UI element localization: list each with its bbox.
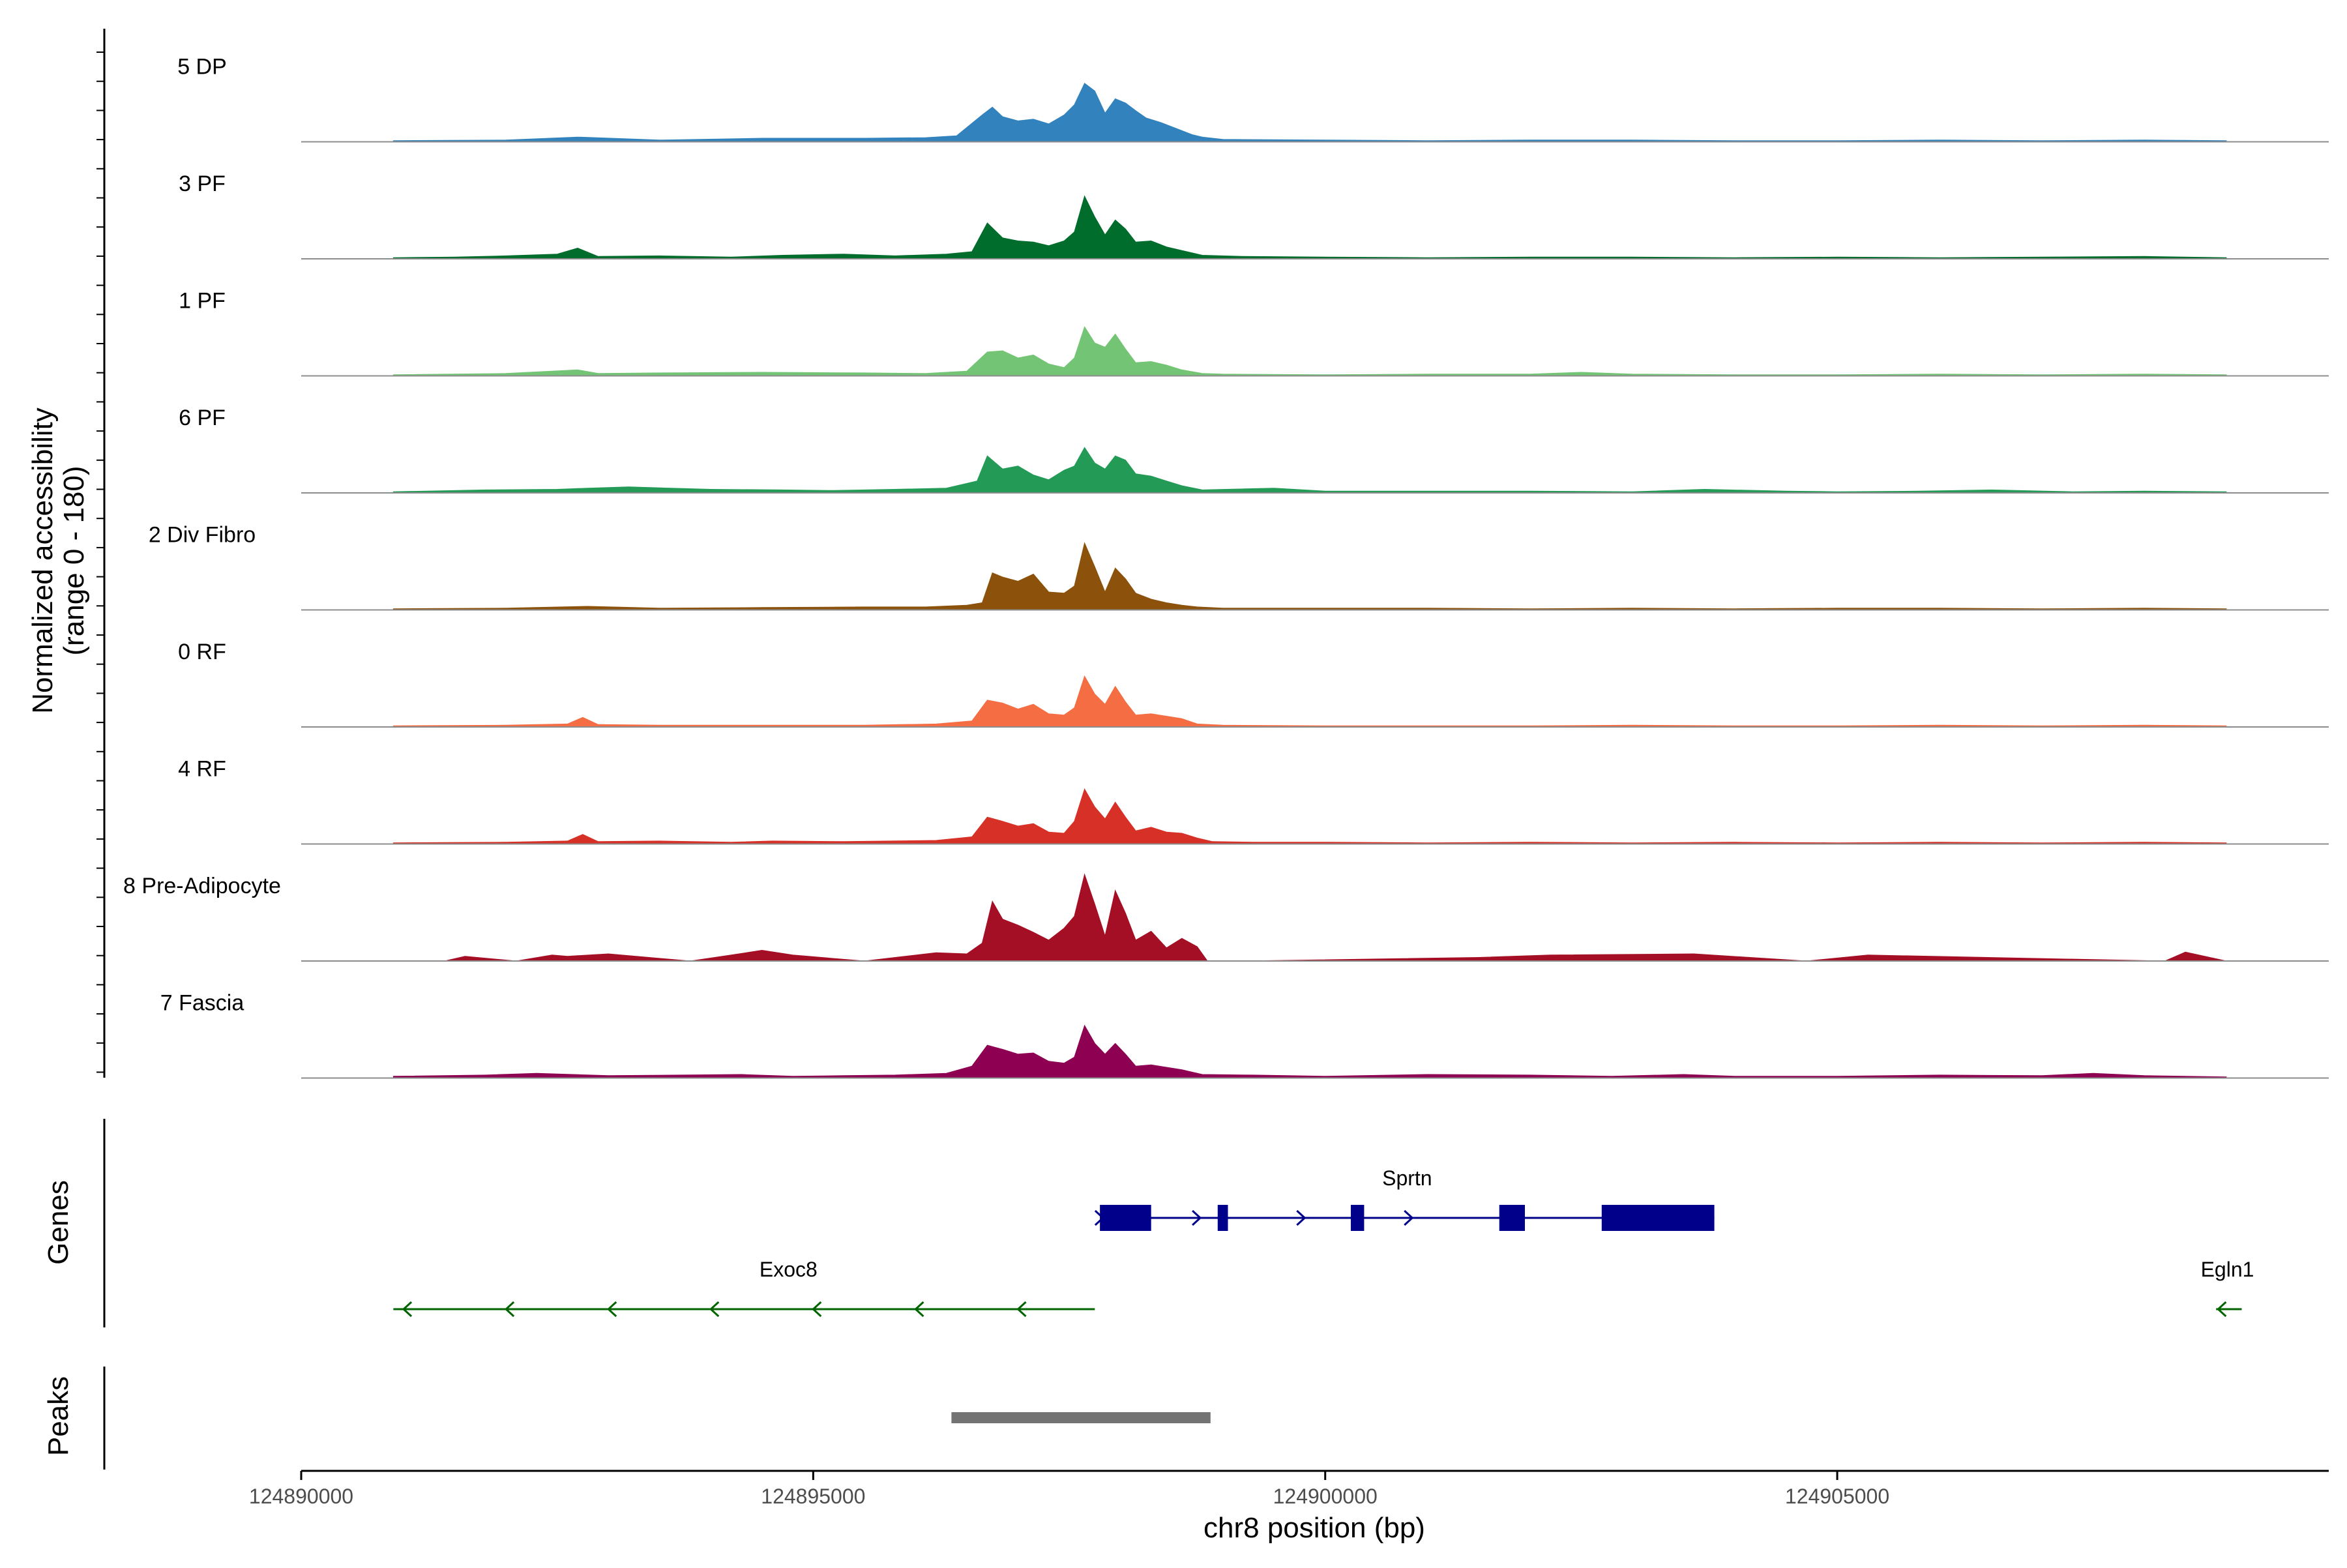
coverage-tracks: 5 DP 3 PF 1 PF 6 PF 2 Div Fibro 0 RF 4 RF 8 Pre… (96, 29, 2329, 1079)
gene-egln1: Egln1 (2201, 1258, 2254, 1318)
track-4-rf: 4 RF (178, 757, 2329, 845)
track-area-5-dp (392, 82, 2227, 142)
gene-label-exoc8: Exoc8 (760, 1258, 818, 1281)
track-8-pre-adipocyte: 8 Pre-Adipocyte (123, 873, 2329, 962)
strand-arrow (1404, 1209, 1414, 1226)
track-2-div-fibro: 2 Div Fibro (149, 523, 2329, 611)
strand-arrow (504, 1301, 515, 1318)
gene-exon (1217, 1205, 1228, 1231)
track-area-8-pre-adipocyte (393, 873, 2227, 962)
track-label-2-div-fibro: 2 Div Fibro (149, 523, 256, 548)
peaks-panel-title: Peaks (42, 1376, 74, 1456)
track-area-1-pf (392, 326, 2227, 376)
strand-arrow (402, 1301, 413, 1318)
track-5-dp: 5 DP (177, 55, 2329, 143)
strand-arrow (914, 1301, 924, 1318)
track-area-3-pf (392, 195, 2227, 259)
track-0-rf: 0 RF (178, 640, 2329, 728)
track-label-3-pf: 3 PF (179, 171, 226, 196)
gene-sprtn: Sprtn (1094, 1166, 1715, 1231)
peaks-panel (103, 1367, 1211, 1470)
track-label-6-pf: 6 PF (179, 406, 226, 430)
gene-label-sprtn: Sprtn (1382, 1166, 1432, 1190)
gene-exon (1601, 1205, 1715, 1231)
strand-arrow (1192, 1209, 1202, 1226)
track-3-pf: 3 PF (179, 171, 2329, 259)
track-7-fascia: 7 Fascia (160, 991, 2329, 1079)
track-area-2-div-fibro (392, 542, 2227, 610)
x-tick-label: 124895000 (761, 1485, 865, 1508)
track-label-0-rf: 0 RF (178, 640, 226, 664)
y-axis-title-line2: (range 0 - 180) (58, 466, 90, 655)
gene-annotation-panel: Sprtn Exoc8 Egln1 (103, 1119, 2254, 1327)
peak-region (951, 1412, 1211, 1423)
x-axis: 124890000 124895000 124900000 124905000 (249, 1470, 2329, 1508)
gene-exon (1350, 1205, 1365, 1231)
strand-arrow (709, 1301, 720, 1318)
strand-arrow (1094, 1209, 1105, 1226)
track-area-6-pf (392, 447, 2227, 494)
track-area-7-fascia (392, 1024, 2227, 1078)
track-6-pf: 6 PF (179, 406, 2329, 494)
track-label-7-fascia: 7 Fascia (160, 991, 244, 1016)
x-axis-title: chr8 position (bp) (1203, 1512, 1425, 1544)
genes-panel-title: Genes (42, 1180, 74, 1265)
strand-arrow (2217, 1301, 2227, 1318)
gene-exon (1499, 1205, 1525, 1231)
strand-arrow (606, 1301, 617, 1318)
track-label-8-pre-adipocyte: 8 Pre-Adipocyte (123, 874, 281, 898)
strand-arrow (1296, 1209, 1306, 1226)
track-area-0-rf (392, 675, 2227, 728)
strand-arrow (1016, 1301, 1027, 1318)
track-area-4-rf (392, 788, 2227, 844)
x-tick-label: 124900000 (1273, 1485, 1378, 1508)
track-1-pf: 1 PF (179, 289, 2329, 377)
gene-exon (1100, 1205, 1151, 1231)
gene-label-egln1: Egln1 (2201, 1258, 2254, 1281)
y-axis-title-line1: Normalized accessibility (27, 407, 59, 713)
track-label-4-rf: 4 RF (178, 757, 226, 782)
x-tick-label: 124905000 (1785, 1485, 1889, 1508)
strand-arrow (812, 1301, 822, 1318)
x-tick-label: 124890000 (249, 1485, 353, 1508)
track-label-1-pf: 1 PF (179, 289, 226, 314)
track-label-5-dp: 5 DP (177, 55, 227, 80)
gene-exoc8: Exoc8 (393, 1258, 1095, 1318)
